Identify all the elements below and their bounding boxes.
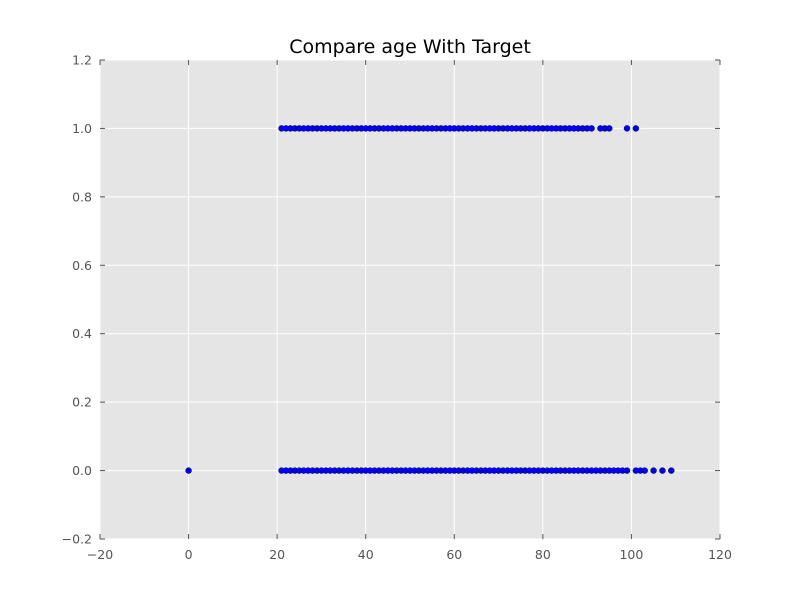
- x-tick-label: 40: [358, 547, 374, 562]
- y-tick-label: −0.2: [62, 532, 92, 547]
- y-axis-tick-labels: −0.2 0.0 0.2 0.4 0.6 0.8 1.0 1.2: [62, 53, 92, 547]
- plot-area: [100, 60, 720, 539]
- y-tick-label: 0.4: [72, 326, 92, 341]
- y-tick-label: 1.0: [72, 121, 92, 136]
- axis-ticks: [99, 59, 721, 540]
- data-point: [650, 467, 657, 474]
- data-point: [659, 467, 666, 474]
- x-tick-label: 100: [619, 547, 643, 562]
- y-tick-label: 0.6: [72, 258, 92, 273]
- data-point: [623, 467, 631, 474]
- chart-title: Compare age With Target: [289, 36, 531, 58]
- data-point: [641, 467, 648, 474]
- x-tick-label: 60: [446, 547, 462, 562]
- data-point: [606, 125, 613, 132]
- y-tick-label: 1.2: [72, 53, 92, 68]
- x-tick-label: 80: [535, 547, 551, 562]
- x-axis-tick-labels: −20 0 20 40 60 80 100 120: [87, 547, 732, 562]
- grid: [99, 59, 721, 540]
- x-tick-label: −20: [87, 547, 113, 562]
- data-point: [623, 125, 631, 132]
- data-points: [185, 125, 675, 474]
- data-point: [185, 467, 192, 474]
- data-point: [668, 467, 675, 474]
- x-tick-label: 0: [185, 547, 193, 562]
- data-point: [588, 125, 595, 132]
- data-point: [632, 125, 640, 132]
- x-tick-label: 120: [708, 547, 732, 562]
- y-tick-label: 0.0: [72, 463, 92, 478]
- x-tick-label: 20: [269, 547, 285, 562]
- y-tick-label: 0.2: [72, 395, 92, 410]
- y-tick-label: 0.8: [72, 189, 92, 204]
